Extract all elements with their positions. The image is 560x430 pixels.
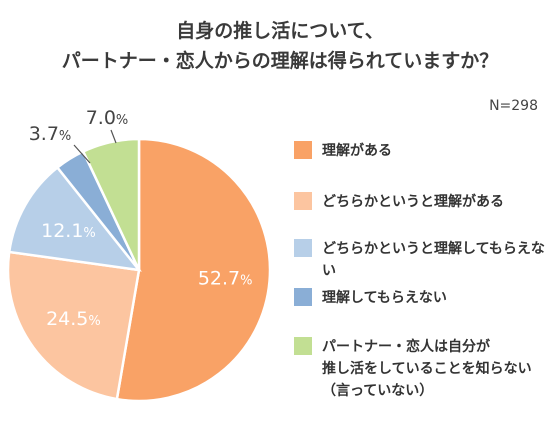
slice-value-label-2: 24.5% xyxy=(46,308,101,330)
pie-slice-5 xyxy=(81,137,141,271)
chart-title-line-2: パートナー・恋人からの理解は得られていますか？ xyxy=(61,50,499,72)
legend-label-5: パートナー・恋人は自分が 推し活をしていることを知らない （言っていない） xyxy=(322,339,532,399)
legend-swatch-4 xyxy=(294,288,312,306)
leader-line-5 xyxy=(110,129,117,144)
chart-title: 自身の推し活について、 パートナー・恋人からの理解は得られていますか？ xyxy=(0,16,560,76)
legend-item-4: 理解してもらえない xyxy=(294,287,447,309)
legend-label-2: どちらかというと理解がある xyxy=(322,194,504,210)
legend-item-2: どちらかというと理解がある xyxy=(294,191,504,213)
pie-leader-lines xyxy=(73,129,117,164)
pie-slice-2 xyxy=(6,250,141,401)
leader-line-4 xyxy=(73,144,91,164)
legend-swatch-2 xyxy=(294,192,312,210)
legend-label-1: 理解がある xyxy=(322,143,392,159)
legend-swatch-5 xyxy=(294,337,312,355)
sample-size-label: N=298 xyxy=(489,98,538,114)
legend-swatch-1 xyxy=(294,141,312,159)
pie-slice-labels: 52.7% 24.5% 12.1% 3.7% 7.0% xyxy=(29,107,253,330)
legend-item-3: どちらかというと理解してもらえない xyxy=(294,238,554,282)
pie-slice-1 xyxy=(115,137,272,403)
slice-value-label-4: 3.7% xyxy=(29,123,72,145)
legend-item-5: パートナー・恋人は自分が 推し活をしていることを知らない （言っていない） xyxy=(294,336,532,402)
legend-item-1: 理解がある xyxy=(294,140,392,162)
slice-value-label-1: 52.7% xyxy=(198,267,253,289)
slice-value-label-5: 7.0% xyxy=(86,107,129,129)
slice-value-label-3: 12.1% xyxy=(41,220,96,242)
pie-slice-3 xyxy=(7,165,142,272)
legend-label-4: 理解してもらえない xyxy=(322,290,447,306)
legend-label-3: どちらかというと理解してもらえない xyxy=(322,241,545,279)
pie-slices xyxy=(6,137,272,403)
legend-swatch-3 xyxy=(294,239,312,257)
chart-title-line-1: 自身の推し活について、 xyxy=(176,20,384,42)
